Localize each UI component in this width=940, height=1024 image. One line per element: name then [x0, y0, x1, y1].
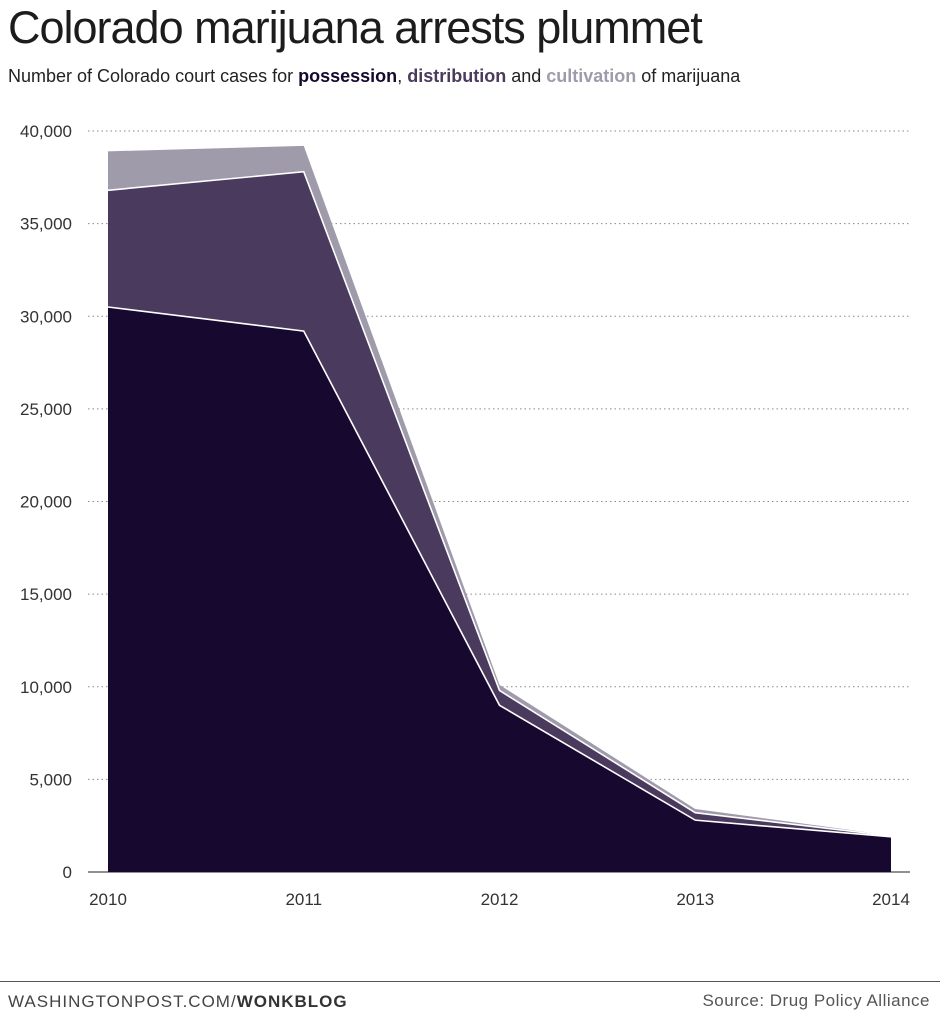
boundary-possession: [107, 306, 892, 838]
x-axis-ticks: 2010 2011 2012 2013 2014: [89, 890, 910, 909]
subtitle-suffix: of marijuana: [636, 66, 741, 86]
subtitle-key-distribution: distribution: [407, 66, 507, 86]
footer-divider: [0, 981, 940, 982]
y-tick-label: 5,000: [29, 770, 72, 789]
x-tick-label: 2013: [676, 890, 714, 909]
y-tick-label: 30,000: [20, 307, 72, 326]
x-tick-label: 2010: [89, 890, 127, 909]
x-tick-label: 2012: [481, 890, 519, 909]
y-tick-label: 20,000: [20, 493, 72, 512]
area-series-group: [108, 145, 891, 872]
chart-subtitle: Number of Colorado court cases for posse…: [8, 66, 740, 87]
series-boundary-lines: [107, 170, 892, 838]
subtitle-separator: ,: [397, 66, 408, 86]
subtitle-prefix: Number of Colorado court cases for: [8, 66, 299, 86]
area-possession: [108, 306, 891, 872]
y-tick-label: 0: [63, 863, 72, 882]
y-tick-label: 25,000: [20, 400, 72, 419]
y-tick-label: 15,000: [20, 585, 72, 604]
y-tick-label: 10,000: [20, 678, 72, 697]
y-tick-label: 35,000: [20, 215, 72, 234]
subtitle-key-cultivation: cultivation: [546, 66, 637, 86]
y-tick-label: 40,000: [20, 122, 72, 141]
boundary-distribution: [107, 170, 892, 837]
x-tick-label: 2014: [872, 890, 910, 909]
footer-source: Source: Drug Policy Alliance: [702, 991, 930, 1010]
footer-credit: WASHINGTONPOST.COM/WONKBLOG: [8, 992, 348, 1012]
y-axis-ticks: 0 5,000 10,000 15,000 20,000 25,000 30,000 35,0…: [20, 122, 72, 882]
footer-site: WASHINGTONPOST.COM/: [8, 992, 237, 1011]
footer-section: WONKBLOG: [236, 992, 348, 1011]
stacked-area-chart: 0 5,000 10,000 15,000 20,000 25,000 30,000 35,0…: [20, 122, 910, 909]
x-tick-label: 2011: [285, 890, 322, 909]
subtitle-key-possession: possession: [298, 66, 398, 86]
chart-title: Colorado marijuana arrests plummet: [8, 2, 703, 53]
subtitle-and: and: [506, 66, 547, 86]
